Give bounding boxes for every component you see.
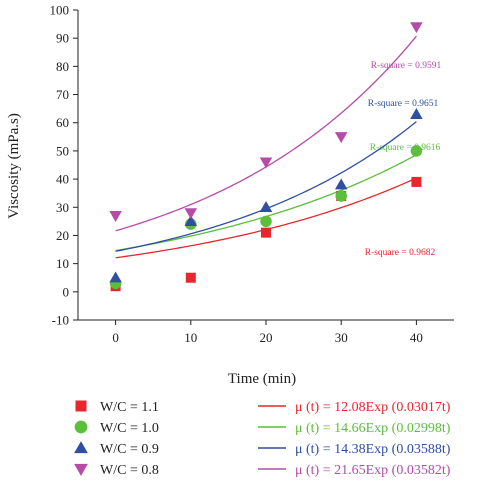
- legend-equation-4: μ (t) = 21.65Exp (0.03582t): [295, 463, 451, 478]
- x-tick-label: 10: [184, 330, 197, 345]
- data-point-2-3: [260, 215, 272, 228]
- legend-marker-2: [74, 420, 88, 434]
- legend-label-1: W/C = 1.1: [100, 400, 159, 415]
- legend-marker-1: [75, 400, 87, 412]
- legend-marker-4: [74, 463, 88, 476]
- r-square-label-2: R-square = 0.9616: [370, 143, 441, 153]
- data-point-3-1: [109, 271, 122, 283]
- y-tick-label: 40: [56, 172, 69, 187]
- y-tick-label: 70: [56, 87, 69, 102]
- legend-equation-2: μ (t) = 14.66Exp (0.02998t): [295, 421, 451, 436]
- data-point-4-4: [334, 132, 348, 144]
- data-point-3-4: [334, 178, 348, 190]
- y-tick-label: 80: [56, 59, 69, 74]
- y-tick-label: 100: [50, 3, 70, 18]
- y-tick-label: 60: [56, 115, 69, 130]
- data-point-4-2: [184, 208, 198, 220]
- data-point-2-5: [410, 145, 423, 157]
- data-point-3-3: [259, 201, 273, 212]
- r-square-label-4: R-square = 0.9591: [371, 61, 442, 71]
- data-point-4-1: [109, 211, 122, 222]
- legend-equation-1: μ (t) = 12.08Exp (0.03017t): [295, 400, 451, 415]
- data-point-4-3: [259, 157, 273, 169]
- legend-marker-3: [74, 441, 88, 454]
- y-tick-label: 90: [56, 31, 69, 46]
- legend: W/C = 1.1 μ (t) = 12.08Exp (0.03017t) W/C …: [74, 400, 451, 478]
- legend-label-2: W/C = 1.0: [100, 421, 159, 436]
- y-tick-label: 30: [56, 200, 69, 215]
- y-tick-label: 0: [63, 284, 70, 299]
- legend-equation-3: μ (t) = 14.38Exp (0.03588t): [295, 442, 451, 457]
- data-point-4-5: [410, 22, 423, 34]
- data-point-3-5: [410, 108, 423, 119]
- data-point-1-3: [261, 227, 271, 238]
- x-tick-label: 0: [112, 330, 119, 345]
- y-axis-label: Viscosity (mPa.s): [6, 113, 22, 219]
- data-point-2-4: [335, 190, 347, 202]
- x-tick-label: 40: [410, 330, 423, 345]
- y-tick-label: 50: [56, 143, 69, 158]
- x-axis-label: Time (min): [228, 371, 296, 387]
- y-tick-label: 20: [56, 228, 69, 243]
- legend-label-4: W/C = 0.8: [100, 463, 159, 478]
- plot-area: -10 0 10 20 30 40 50 60 70 80 90 100 0 10 20 30 40 R-squa…: [50, 3, 454, 345]
- r-square-label-1: R-square = 0.9682: [365, 248, 436, 258]
- data-point-3-2: [184, 215, 198, 227]
- r-square-label-3: R-square = 0.9651: [368, 99, 439, 109]
- y-tick-label: 10: [56, 256, 69, 271]
- data-point-1-5: [411, 176, 422, 187]
- y-tick-label: -10: [52, 313, 69, 328]
- data-point-1-2: [185, 272, 196, 283]
- x-tick-label: 20: [260, 330, 273, 345]
- legend-label-3: W/C = 0.9: [100, 442, 159, 457]
- x-tick-label: 30: [335, 330, 348, 345]
